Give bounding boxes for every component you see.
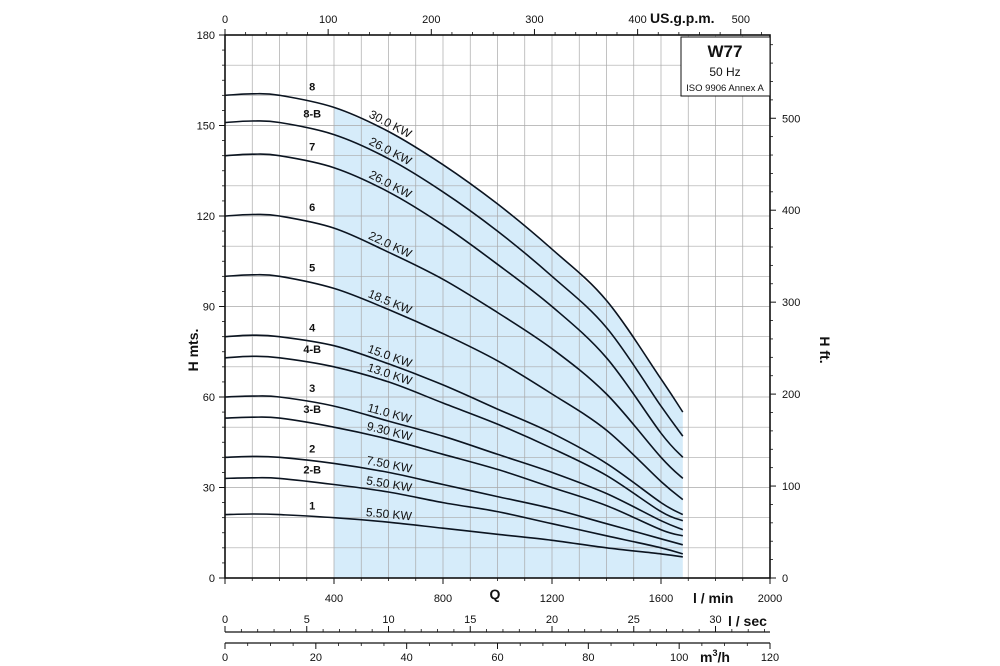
top-tick-label: 500 — [732, 14, 750, 26]
curve-stage-label: 1 — [309, 501, 315, 513]
pump-curve — [224, 334, 684, 516]
standard-label: ISO 9906 Annex A — [686, 83, 764, 94]
q-label: Q — [490, 586, 501, 602]
curve-power-label: 5.50 KW — [365, 505, 413, 523]
curve-stage-label: 2 — [309, 443, 315, 455]
m3h-axis-title: m3/h — [700, 648, 730, 665]
m3h-axis-title-m: m — [700, 649, 712, 665]
operating-range-area — [334, 107, 683, 579]
top-axis-title: US.g.p.m. — [650, 10, 715, 26]
bottom-tick-label: 1200 — [540, 593, 564, 605]
top-tick-label: 300 — [525, 14, 543, 26]
pump-curve — [224, 153, 684, 458]
curve-stage-label: 3-B — [303, 404, 321, 416]
m3h-tick-label: 40 — [401, 652, 413, 664]
m3h-tick-label: 100 — [670, 652, 688, 664]
lsec-tick-label: 25 — [628, 614, 640, 626]
lsec-tick-label: 5 — [304, 614, 310, 626]
curve-stage-label: 8 — [309, 81, 315, 93]
lsec-tick-label: 10 — [382, 614, 394, 626]
lsec-axis-title: l / sec — [728, 613, 767, 629]
top-tick-label: 100 — [319, 14, 337, 26]
curve-stage-label: 3 — [309, 383, 315, 395]
m3h-tick-label: 60 — [491, 652, 503, 664]
left-axis-title: H mts. — [185, 329, 201, 372]
curve-stage-label: 2-B — [303, 464, 321, 476]
curve-stage-label: 8-B — [303, 108, 321, 120]
right-tick-label: 500 — [782, 113, 800, 125]
left-tick-label: 60 — [203, 392, 215, 404]
pump-curve — [224, 273, 684, 501]
lsec-tick-label: 20 — [546, 614, 558, 626]
top-tick-label: 200 — [422, 14, 440, 26]
pump-curve — [224, 213, 684, 479]
pump-curve — [224, 395, 684, 531]
curve-stage-label: 6 — [309, 202, 315, 214]
top-tick-label: 400 — [628, 14, 646, 26]
frequency-label: 50 Hz — [709, 65, 740, 79]
curve-stage-label: 4 — [309, 323, 316, 335]
left-tick-label: 150 — [197, 121, 215, 133]
bottom-tick-label: 800 — [434, 593, 452, 605]
m3h-tick-label: 20 — [310, 652, 322, 664]
left-tick-label: 180 — [197, 30, 215, 42]
lsec-tick-label: 0 — [222, 614, 228, 626]
pump-curve — [224, 455, 684, 546]
right-tick-label: 300 — [782, 297, 800, 309]
pump-curve — [224, 476, 684, 555]
bottom-tick-label: 1600 — [649, 593, 673, 605]
m3h-axis-title-sup: 3 — [712, 648, 717, 658]
curve-stage-label: 7 — [309, 142, 315, 154]
m3h-tick-label: 80 — [582, 652, 594, 664]
left-tick-label: 30 — [203, 483, 215, 495]
grid — [225, 35, 770, 578]
right-axis-title: H ft. — [817, 336, 833, 363]
pump-curve — [224, 513, 683, 558]
pump-curve — [224, 416, 684, 537]
top-tick-label: 0 — [222, 14, 228, 26]
model-label: W77 — [708, 42, 743, 61]
right-tick-label: 400 — [782, 205, 800, 217]
m3h-tick-label: 120 — [761, 652, 779, 664]
right-tick-label: 100 — [782, 481, 800, 493]
right-tick-label: 0 — [782, 573, 788, 585]
lsec-tick-label: 15 — [464, 614, 476, 626]
m3h-tick-label: 0 — [222, 652, 228, 664]
bottom-axis-title: l / min — [693, 590, 733, 606]
bottom-tick-label: 400 — [325, 593, 343, 605]
right-tick-label: 200 — [782, 389, 800, 401]
pump-curve — [224, 355, 684, 522]
curve-stage-label: 4-B — [303, 344, 321, 356]
pump-curve — [224, 92, 684, 413]
info-box: W77 50 Hz ISO 9906 Annex A — [680, 36, 771, 97]
pump-curve — [224, 120, 684, 437]
curve-stage-label: 5 — [309, 262, 315, 274]
m3h-axis-title-tail: /h — [717, 649, 729, 665]
left-tick-label: 120 — [197, 211, 215, 223]
lsec-tick-label: 30 — [709, 614, 721, 626]
left-tick-label: 0 — [209, 573, 215, 585]
left-tick-label: 90 — [203, 302, 215, 314]
operating-range-shading — [334, 107, 683, 579]
bottom-tick-label: 2000 — [758, 593, 782, 605]
